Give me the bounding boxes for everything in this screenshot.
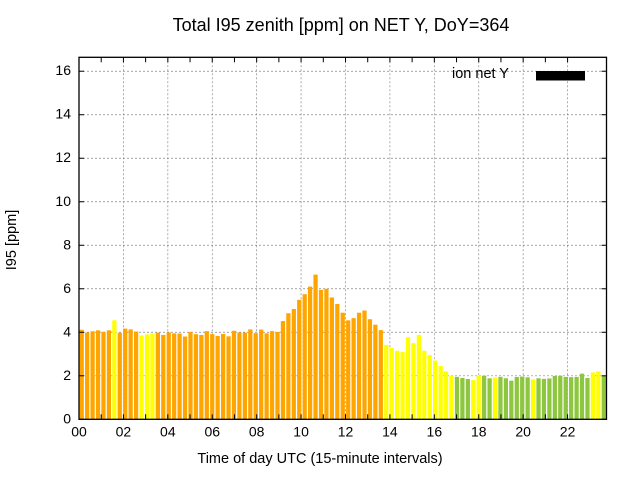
svg-text:02: 02 <box>116 423 132 439</box>
svg-text:Time of day UTC (15-minute int: Time of day UTC (15-minute intervals) <box>197 451 442 467</box>
svg-text:10: 10 <box>293 423 309 439</box>
svg-text:00: 00 <box>71 423 87 439</box>
svg-text:6: 6 <box>63 280 71 296</box>
svg-text:4: 4 <box>63 323 71 339</box>
svg-text:20: 20 <box>515 423 531 439</box>
svg-text:18: 18 <box>471 423 487 439</box>
svg-text:14: 14 <box>55 106 71 122</box>
svg-text:16: 16 <box>427 423 443 439</box>
svg-text:22: 22 <box>560 423 576 439</box>
svg-text:12: 12 <box>55 149 71 165</box>
svg-text:2: 2 <box>63 367 71 383</box>
svg-text:12: 12 <box>338 423 354 439</box>
svg-text:16: 16 <box>55 62 71 78</box>
svg-text:8: 8 <box>63 236 71 252</box>
svg-text:Total I95 zenith [ppm] on NET: Total I95 zenith [ppm] on NET Y, DoY=364 <box>173 15 510 35</box>
svg-text:04: 04 <box>160 423 176 439</box>
svg-text:0: 0 <box>63 410 71 426</box>
svg-text:06: 06 <box>204 423 220 439</box>
svg-text:ion net Y: ion net Y <box>452 66 509 82</box>
svg-text:08: 08 <box>249 423 265 439</box>
svg-text:I95 [ppm]: I95 [ppm] <box>4 210 20 270</box>
svg-text:14: 14 <box>382 423 398 439</box>
svg-text:10: 10 <box>55 193 71 209</box>
